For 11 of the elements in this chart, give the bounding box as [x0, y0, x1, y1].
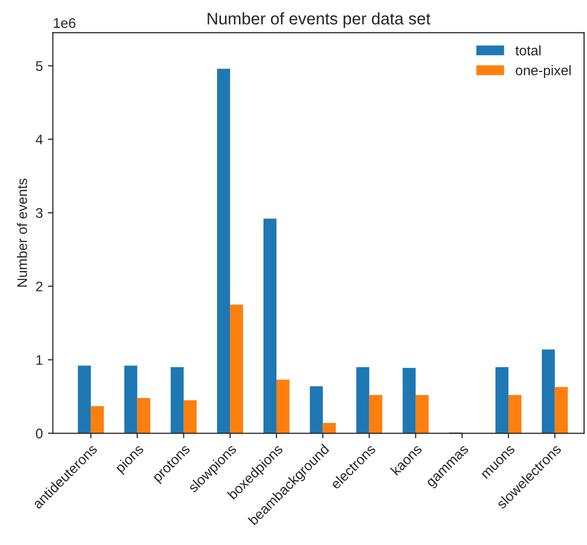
y-axis-title: Number of events: [16, 178, 28, 287]
legend-label: total: [515, 45, 541, 56]
legend-label: one-pixel: [516, 65, 571, 78]
chart-title: Number of events per data set: [208, 12, 430, 28]
y-tick-label: 3: [36, 208, 42, 218]
y-tick-label: 2: [36, 282, 42, 292]
y-tick-label: 1: [36, 355, 42, 365]
y-tick-label: 4: [36, 134, 43, 144]
y-tick-label: 0: [36, 428, 43, 438]
text: 1e6: [54, 18, 76, 28]
y-tick-label: 5: [36, 61, 43, 71]
